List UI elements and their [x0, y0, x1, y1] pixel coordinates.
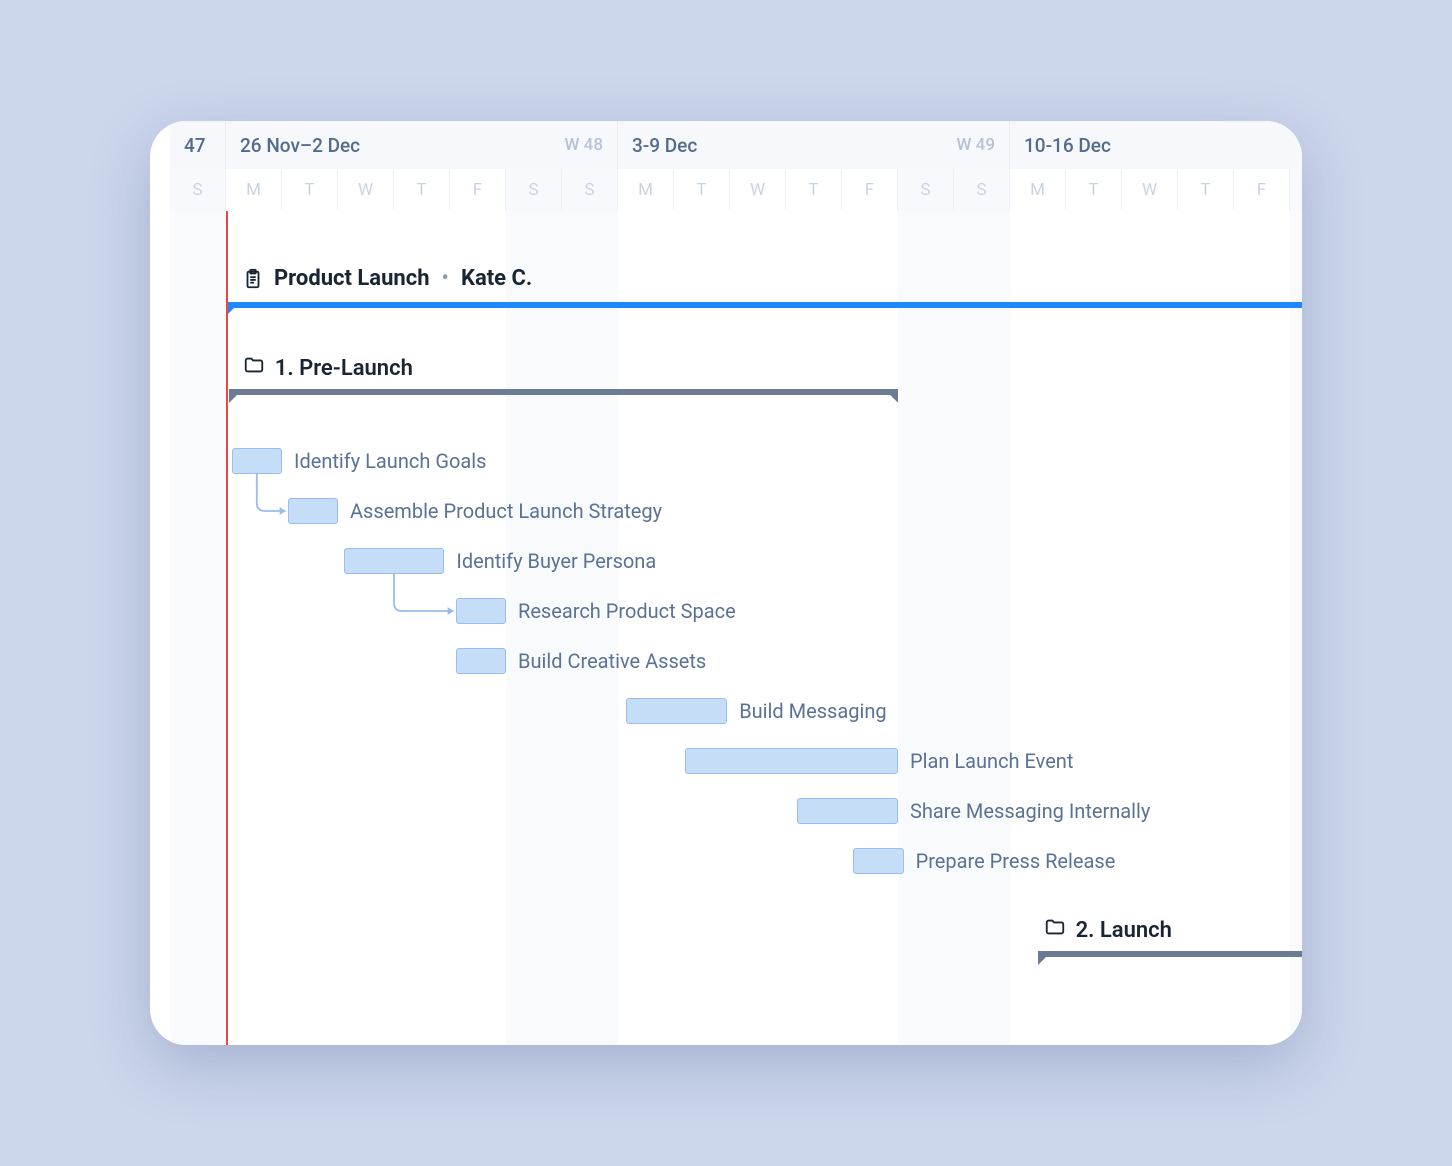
- section-name: 1. Pre-Launch: [275, 356, 413, 381]
- week-row: 47 26 Nov–2 Dec W 48 3-9 Dec W 49 10-16 Dec: [170, 121, 1302, 169]
- task-label[interactable]: Build Messaging: [739, 698, 886, 724]
- week-header: 3-9 Dec W 49: [618, 121, 1010, 169]
- dependency-arrow: [170, 586, 466, 623]
- section-title[interactable]: 2. Launch: [1044, 916, 1172, 944]
- day-header: W: [338, 169, 394, 211]
- folder-icon: [243, 354, 265, 382]
- section-name: 2. Launch: [1076, 918, 1172, 943]
- day-header: T: [394, 169, 450, 211]
- day-header: T: [786, 169, 842, 211]
- week-header: 26 Nov–2 Dec W 48: [226, 121, 618, 169]
- day-header: S: [170, 169, 226, 211]
- day-row: SMTWTFSSMTWTFSSMTWTFSS: [170, 169, 1302, 211]
- week-header: 47: [170, 121, 226, 169]
- week-header: 10-16 Dec: [1010, 121, 1302, 169]
- section-bar[interactable]: [229, 388, 898, 400]
- task-label[interactable]: Identify Buyer Persona: [456, 548, 656, 574]
- day-header: S: [954, 169, 1010, 211]
- day-header: M: [618, 169, 674, 211]
- day-header: S: [506, 169, 562, 211]
- task-label[interactable]: Plan Launch Event: [910, 748, 1073, 774]
- week-label: 26 Nov–2 Dec: [240, 134, 360, 157]
- section-bar[interactable]: [1038, 950, 1302, 962]
- timeline-header: 47 26 Nov–2 Dec W 48 3-9 Dec W 49 10-16 Dec S…: [170, 121, 1302, 211]
- task-bar[interactable]: [456, 648, 506, 674]
- day-header: T: [1066, 169, 1122, 211]
- day-header: M: [1010, 169, 1066, 211]
- task-bar[interactable]: [685, 748, 898, 774]
- task-label[interactable]: Share Messaging Internally: [910, 798, 1150, 824]
- week-label: 10-16 Dec: [1024, 134, 1111, 157]
- day-header: F: [450, 169, 506, 211]
- gantt-viewport: 47 26 Nov–2 Dec W 48 3-9 Dec W 49 10-16 Dec S…: [170, 121, 1302, 1045]
- project-name: Product Launch: [274, 266, 430, 291]
- folder-icon: [1044, 916, 1066, 944]
- week-number: W 49: [956, 135, 995, 155]
- task-bar[interactable]: [344, 548, 445, 574]
- task-label[interactable]: Build Creative Assets: [518, 648, 706, 674]
- day-header: T: [1178, 169, 1234, 211]
- separator: •: [442, 266, 449, 291]
- task-label[interactable]: Identify Launch Goals: [294, 448, 486, 474]
- project-title[interactable]: Product Launch • Kate C.: [242, 266, 532, 291]
- day-header: M: [226, 169, 282, 211]
- gantt-content: Product Launch • Kate C. 1. Pre-Launch Ident…: [170, 211, 1302, 1045]
- dependency-arrow: [170, 486, 298, 523]
- project-owner: Kate C.: [461, 266, 532, 291]
- day-header: S: [1290, 169, 1302, 211]
- clipboard-icon: [242, 268, 264, 290]
- task-label[interactable]: Assemble Product Launch Strategy: [350, 498, 662, 524]
- gantt-body: Product Launch • Kate C. 1. Pre-Launch Ident…: [170, 211, 1302, 1045]
- day-header: F: [842, 169, 898, 211]
- task-label[interactable]: Research Product Space: [518, 598, 736, 624]
- task-label[interactable]: Prepare Press Release: [916, 848, 1116, 874]
- day-header: S: [562, 169, 618, 211]
- day-header: T: [674, 169, 730, 211]
- today-line: [226, 211, 228, 1045]
- day-header: S: [898, 169, 954, 211]
- week-label: 47: [184, 134, 206, 157]
- gantt-panel: 47 26 Nov–2 Dec W 48 3-9 Dec W 49 10-16 Dec S…: [150, 121, 1302, 1045]
- week-number: W 48: [564, 135, 603, 155]
- task-bar[interactable]: [797, 798, 898, 824]
- task-bar[interactable]: [232, 448, 282, 474]
- week-label: 3-9 Dec: [632, 134, 697, 157]
- task-bar[interactable]: [853, 848, 903, 874]
- project-bar[interactable]: [226, 302, 1302, 312]
- day-header: T: [282, 169, 338, 211]
- day-header: W: [730, 169, 786, 211]
- day-header: W: [1122, 169, 1178, 211]
- section-title[interactable]: 1. Pre-Launch: [243, 354, 413, 382]
- day-header: F: [1234, 169, 1290, 211]
- task-bar[interactable]: [626, 698, 727, 724]
